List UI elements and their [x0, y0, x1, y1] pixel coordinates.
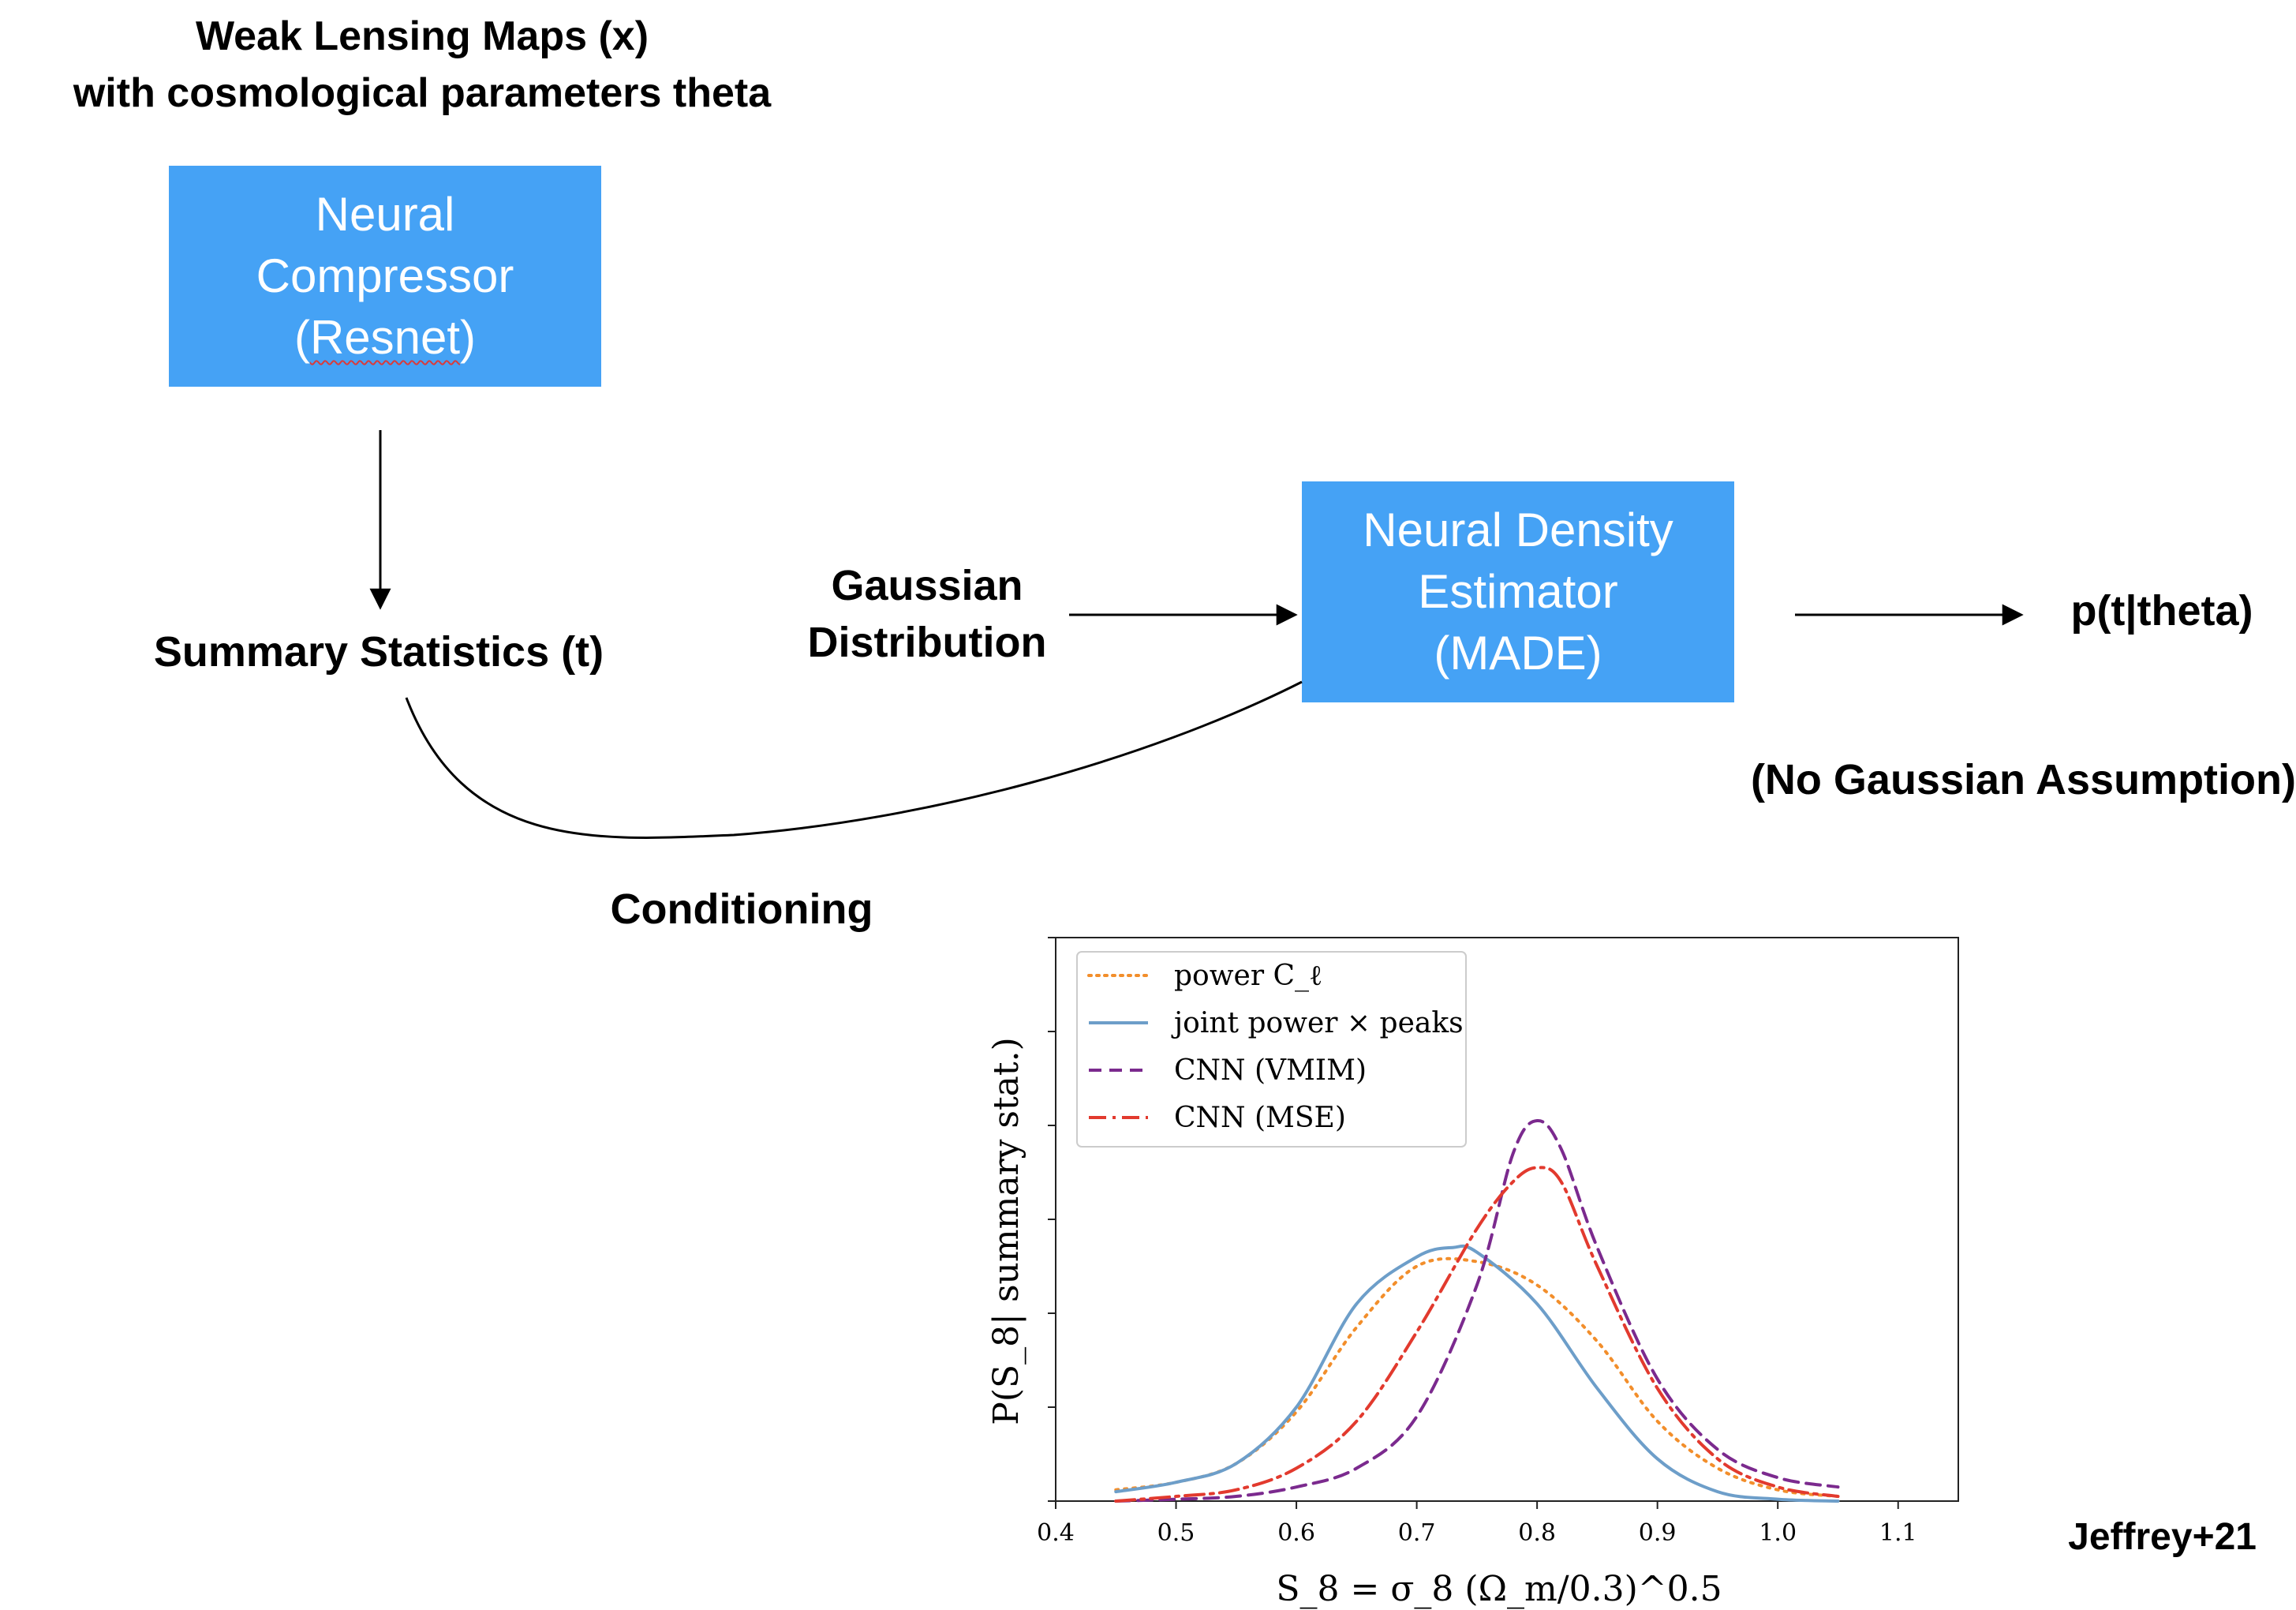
gaussian-distribution-label: Gaussian Distribution [773, 557, 1081, 671]
conditioning-curve [405, 680, 1303, 839]
diagram-title: Weak Lensing Maps (x) with cosmological … [0, 8, 844, 122]
title-line-2: with cosmological parameters theta [73, 70, 772, 116]
x-tick-label: 0.9 [1639, 1519, 1677, 1547]
estimator-line-2: Estimator [1418, 565, 1618, 618]
neural-compressor-box: Neural Compressor (Resnet) [169, 166, 601, 387]
x-tick-label: 1.1 [1879, 1519, 1917, 1547]
s8-posterior-chart: 0.4 0.5 0.6 0.7 0.8 0.9 1.0 1.1 power C_ℓ joint… [986, 937, 1959, 1609]
gaussian-line-2: Distribution [807, 619, 1047, 666]
x-tick-label: 0.4 [1037, 1519, 1075, 1547]
conditioning-label: Conditioning [610, 886, 873, 933]
output-label: p(t|theta) [2070, 587, 2253, 635]
citation-label: Jeffrey+21 [2068, 1516, 2257, 1558]
x-tick-label: 0.5 [1157, 1519, 1195, 1547]
legend-label-power: power C_ℓ [1174, 960, 1322, 992]
x-tick-label: 0.8 [1518, 1519, 1556, 1547]
compressor-open-paren: ( [294, 311, 310, 364]
legend-label-mse: CNN (MSE) [1174, 1102, 1346, 1134]
compressor-resnet-word: Resnet [309, 311, 461, 364]
legend-label-vmim: CNN (VMIM) [1174, 1054, 1367, 1087]
compressor-close-paren: ) [460, 311, 477, 364]
y-axis-label: P(S_8| summary stat.) [986, 1037, 1026, 1425]
x-ticks: 0.4 0.5 0.6 0.7 0.8 0.9 1.0 1.1 [1037, 1501, 1917, 1547]
neural-density-estimator-box: Neural Density Estimator (MADE) [1302, 481, 1734, 702]
gaussian-line-1: Gaussian [831, 562, 1023, 609]
compressor-line-2: Compressor [256, 249, 514, 302]
compressor-line-3: (Resnet) [294, 307, 476, 369]
x-tick-label: 1.0 [1759, 1519, 1797, 1547]
x-tick-label: 0.6 [1277, 1519, 1315, 1547]
legend-box [1076, 951, 1467, 1148]
series-vmim-curve [1114, 1119, 1840, 1503]
compressor-line-1: Neural [315, 188, 455, 241]
no-gaussian-assumption-label: (No Gaussian Assumption) [1750, 756, 2296, 803]
series-mse-curve [1114, 1166, 1840, 1503]
title-line-1: Weak Lensing Maps (x) [195, 13, 649, 59]
series-curves [1114, 1119, 1840, 1503]
series-power-curve [1114, 1256, 1840, 1499]
estimator-line-3: (MADE) [1434, 627, 1602, 680]
chart-legend: power C_ℓ joint power × peaks CNN (VMIM)… [1076, 951, 1467, 1148]
x-axis-label: S_8 = σ_8 (Ω_m/0.3)^0.5 [1276, 1569, 1722, 1609]
summary-statistics-label: Summary Statistics (t) [153, 628, 604, 676]
plot-area [1048, 937, 1959, 1502]
estimator-line-1: Neural Density [1363, 504, 1673, 556]
legend-label-joint: joint power × peaks [1171, 1007, 1464, 1039]
x-tick-label: 0.7 [1398, 1519, 1436, 1547]
